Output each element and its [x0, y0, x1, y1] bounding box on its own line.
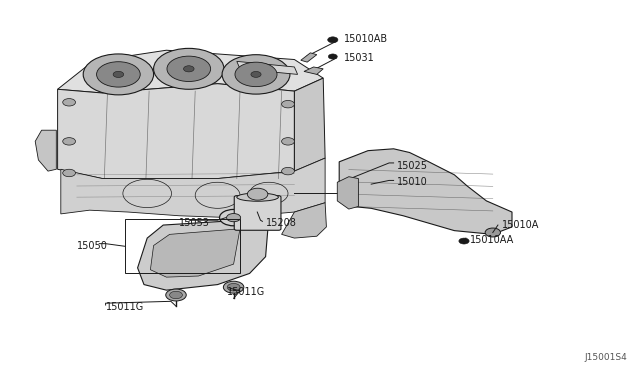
- Circle shape: [247, 188, 268, 200]
- Ellipse shape: [237, 193, 278, 201]
- Circle shape: [113, 71, 124, 77]
- Polygon shape: [304, 67, 323, 74]
- Polygon shape: [282, 203, 326, 238]
- Circle shape: [167, 56, 211, 81]
- Circle shape: [282, 100, 294, 108]
- Circle shape: [235, 62, 277, 87]
- Polygon shape: [58, 50, 323, 93]
- Text: 15010AB: 15010AB: [344, 34, 388, 44]
- Text: 15025: 15025: [397, 161, 428, 170]
- Polygon shape: [35, 130, 56, 171]
- Circle shape: [282, 167, 294, 175]
- Circle shape: [63, 169, 76, 177]
- Circle shape: [328, 37, 338, 43]
- Text: 15010: 15010: [397, 177, 428, 187]
- Circle shape: [222, 55, 290, 94]
- Circle shape: [63, 99, 76, 106]
- Text: 15010A: 15010A: [502, 220, 540, 230]
- Polygon shape: [339, 149, 512, 234]
- Polygon shape: [301, 53, 317, 62]
- Text: 15050: 15050: [77, 241, 108, 250]
- Text: 15010AA: 15010AA: [470, 235, 515, 245]
- Polygon shape: [237, 61, 298, 74]
- Circle shape: [63, 138, 76, 145]
- Polygon shape: [138, 218, 269, 290]
- Polygon shape: [337, 177, 358, 209]
- Text: J15001S4: J15001S4: [584, 353, 627, 362]
- Circle shape: [485, 228, 500, 237]
- Polygon shape: [150, 229, 240, 277]
- Polygon shape: [58, 84, 294, 179]
- Circle shape: [166, 289, 186, 301]
- Text: 15011G: 15011G: [227, 287, 266, 297]
- Polygon shape: [294, 78, 325, 171]
- Circle shape: [83, 54, 154, 95]
- Circle shape: [282, 138, 294, 145]
- Circle shape: [220, 209, 248, 226]
- Circle shape: [223, 281, 244, 293]
- Circle shape: [184, 66, 194, 72]
- Circle shape: [227, 283, 240, 291]
- Circle shape: [328, 54, 337, 59]
- Text: 15031: 15031: [344, 53, 375, 62]
- Circle shape: [251, 71, 261, 77]
- FancyBboxPatch shape: [234, 196, 281, 230]
- Circle shape: [459, 238, 469, 244]
- Circle shape: [154, 48, 224, 89]
- Circle shape: [97, 62, 140, 87]
- Circle shape: [227, 214, 241, 222]
- Text: 15208: 15208: [266, 218, 296, 228]
- Text: 15053: 15053: [179, 218, 210, 228]
- Circle shape: [170, 291, 182, 299]
- Text: 15011G: 15011G: [106, 302, 144, 312]
- Polygon shape: [61, 158, 325, 218]
